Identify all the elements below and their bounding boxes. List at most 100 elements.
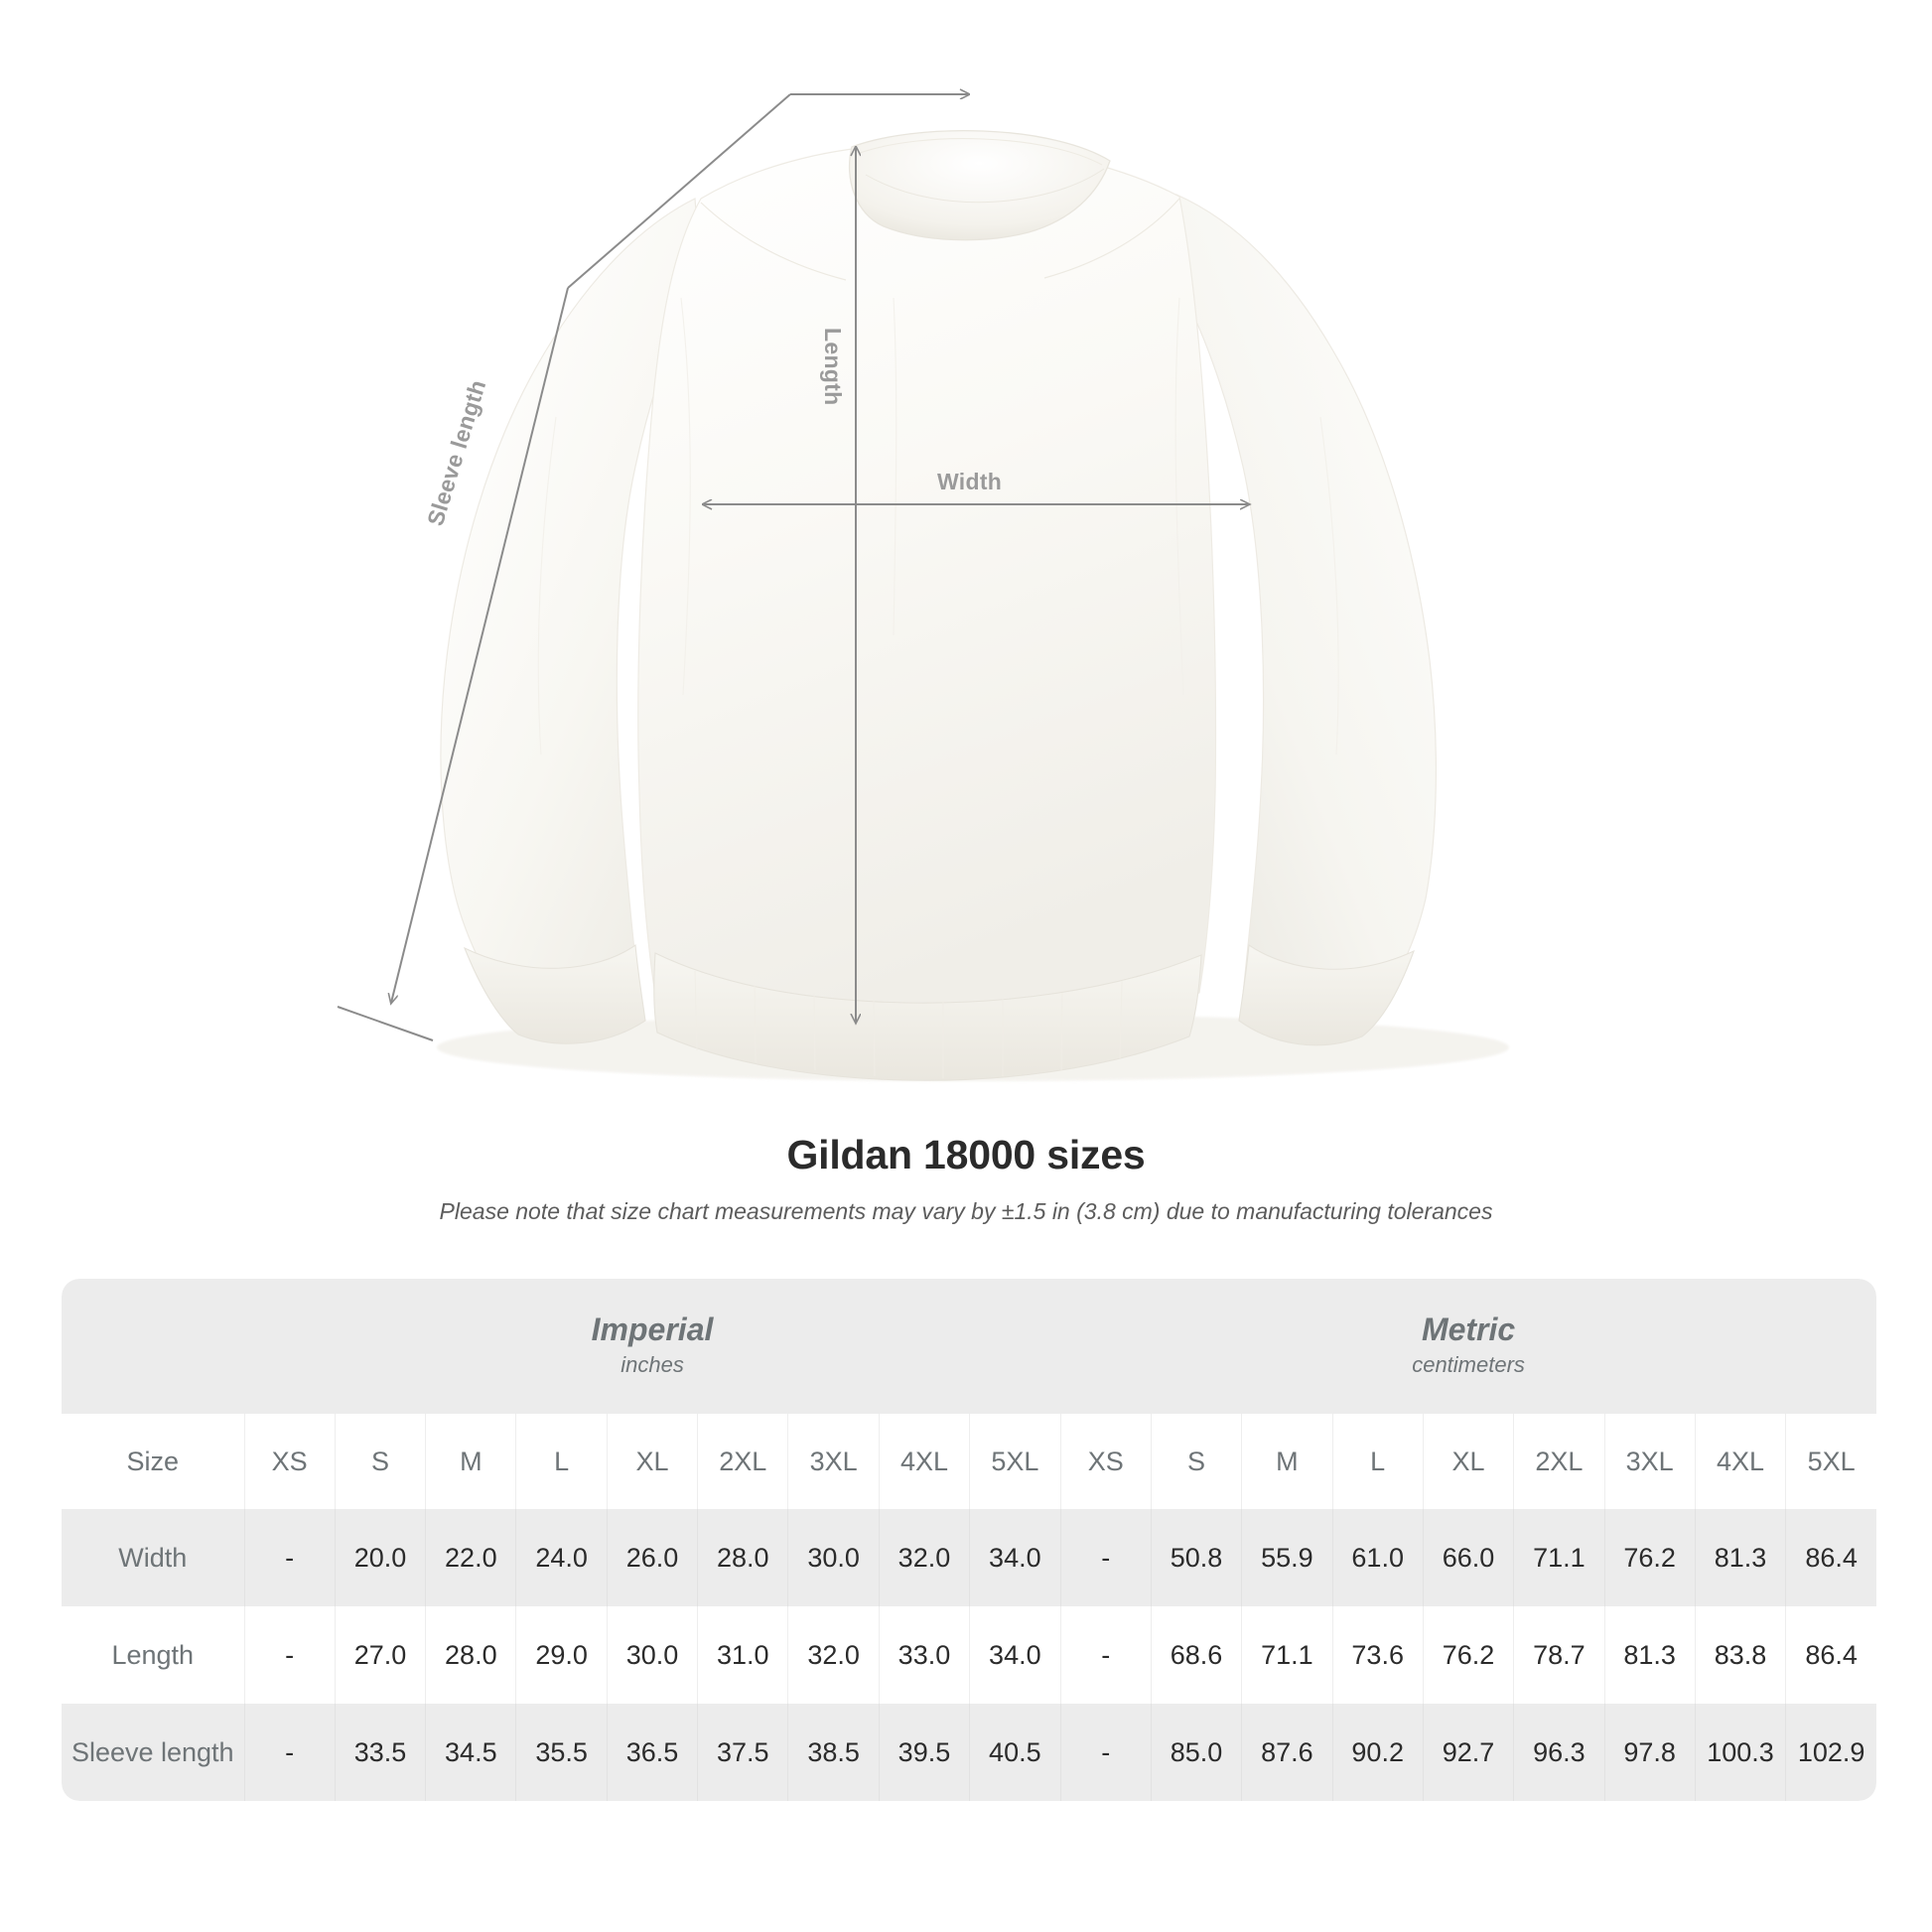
bottom-hem	[653, 952, 1202, 1081]
cell-sleeve-imperial: 34.5	[425, 1704, 516, 1801]
unit-imperial-name: Imperial	[591, 1311, 714, 1348]
garment-illustration: Length Width Sleeve length	[337, 0, 1509, 1081]
cell-width-imperial: 28.0	[697, 1509, 788, 1606]
sweatshirt-diagram	[337, 0, 1509, 1081]
cell-sleeve-imperial: 38.5	[787, 1704, 880, 1801]
size-header-cell: 4XL	[1694, 1414, 1786, 1509]
cell-length-imperial: 28.0	[425, 1606, 516, 1704]
size-header-cell: L	[1331, 1414, 1424, 1509]
size-header-cell: S	[334, 1414, 426, 1509]
collar	[848, 130, 1111, 241]
row-label-sleeve-length: Sleeve length	[62, 1704, 244, 1801]
table-row: Width - 20.0 22.0 24.0 26.0 28.0 30.0 32…	[62, 1509, 1877, 1606]
cell-length-metric: 86.4	[1785, 1606, 1877, 1704]
size-header-cell: 5XL	[969, 1414, 1061, 1509]
cell-sleeve-imperial: 35.5	[515, 1704, 608, 1801]
cell-width-imperial: 22.0	[425, 1509, 516, 1606]
cell-length-metric: 83.8	[1694, 1606, 1786, 1704]
body	[637, 142, 1217, 1041]
cell-sleeve-metric: 85.0	[1150, 1704, 1242, 1801]
unit-metric-sub: centimeters	[1412, 1351, 1525, 1377]
size-chart-table-container: Imperial inches Metric centimeters Size …	[62, 1279, 1877, 1801]
cell-width-imperial: -	[243, 1509, 336, 1606]
sleeve-length-dimension	[391, 94, 969, 1003]
hem-ribbing	[694, 970, 1123, 1078]
cell-length-imperial: 32.0	[787, 1606, 880, 1704]
cell-sleeve-metric: 102.9	[1785, 1704, 1877, 1801]
size-header-cell: S	[1150, 1414, 1242, 1509]
cell-length-metric: 81.3	[1603, 1606, 1696, 1704]
size-header-cell: XS	[1059, 1414, 1152, 1509]
size-header-row: Size XS S M L XL 2XL 3XL 4XL 5XL XS S M …	[62, 1414, 1877, 1509]
fabric-folds	[537, 297, 1339, 756]
cell-length-imperial: 33.0	[878, 1606, 970, 1704]
cell-width-metric: 86.4	[1785, 1509, 1877, 1606]
cell-length-metric: -	[1059, 1606, 1152, 1704]
cell-width-metric: 71.1	[1513, 1509, 1605, 1606]
unit-band-row: Imperial inches Metric centimeters	[62, 1279, 1877, 1414]
size-header-cell: M	[1241, 1414, 1333, 1509]
unit-group-imperial: Imperial inches	[244, 1279, 1061, 1414]
cell-sleeve-imperial: 40.5	[969, 1704, 1061, 1801]
table-row: Length - 27.0 28.0 29.0 30.0 31.0 32.0 3…	[62, 1606, 1877, 1704]
cell-width-metric: 55.9	[1241, 1509, 1333, 1606]
right-cuff	[1238, 944, 1415, 1046]
cell-length-imperial: 31.0	[697, 1606, 788, 1704]
cell-width-metric: 61.0	[1331, 1509, 1424, 1606]
size-header-cell: M	[425, 1414, 516, 1509]
cell-width-imperial: 30.0	[787, 1509, 880, 1606]
cell-sleeve-imperial: 36.5	[606, 1704, 698, 1801]
cell-sleeve-metric: -	[1059, 1704, 1152, 1801]
unit-metric-name: Metric	[1421, 1311, 1516, 1348]
width-dimension-label: Width	[937, 469, 1003, 494]
cell-width-metric: 50.8	[1150, 1509, 1242, 1606]
cell-sleeve-metric: 100.3	[1694, 1704, 1786, 1801]
cell-length-imperial: -	[243, 1606, 336, 1704]
unit-imperial-sub: inches	[621, 1351, 684, 1377]
cell-length-metric: 73.6	[1331, 1606, 1424, 1704]
cell-width-metric: 66.0	[1422, 1509, 1514, 1606]
size-header-cell: 2XL	[697, 1414, 788, 1509]
table-row: Sleeve length - 33.5 34.5 35.5 36.5 37.5…	[62, 1704, 1877, 1801]
cell-sleeve-metric: 97.8	[1603, 1704, 1696, 1801]
row-label-length: Length	[62, 1606, 244, 1704]
cell-width-metric: -	[1059, 1509, 1152, 1606]
cell-length-imperial: 34.0	[969, 1606, 1061, 1704]
size-header-cell: 3XL	[1603, 1414, 1696, 1509]
cell-width-imperial: 24.0	[515, 1509, 608, 1606]
cell-sleeve-metric: 96.3	[1513, 1704, 1605, 1801]
cell-sleeve-metric: 87.6	[1241, 1704, 1333, 1801]
cell-width-imperial: 32.0	[878, 1509, 970, 1606]
cell-sleeve-metric: 90.2	[1331, 1704, 1424, 1801]
cell-length-metric: 68.6	[1150, 1606, 1242, 1704]
size-header-cell: XS	[243, 1414, 336, 1509]
cell-sleeve-imperial: 33.5	[334, 1704, 426, 1801]
cell-sleeve-imperial: 37.5	[697, 1704, 788, 1801]
cell-width-metric: 76.2	[1603, 1509, 1696, 1606]
size-header-cell: 4XL	[878, 1414, 970, 1509]
cell-length-imperial: 27.0	[334, 1606, 426, 1704]
unit-band-spacer	[62, 1279, 244, 1414]
size-header-cell: L	[515, 1414, 608, 1509]
size-header-label: Size	[62, 1414, 244, 1509]
cell-sleeve-metric: 92.7	[1422, 1704, 1514, 1801]
length-dimension-label: Length	[820, 328, 846, 406]
cell-width-imperial: 20.0	[334, 1509, 426, 1606]
size-header-cell: 2XL	[1513, 1414, 1605, 1509]
left-cuff	[463, 944, 646, 1044]
cell-length-imperial: 30.0	[606, 1606, 698, 1704]
cell-sleeve-imperial: -	[243, 1704, 336, 1801]
right-shoulder-seam	[1043, 198, 1180, 279]
row-label-width: Width	[62, 1509, 244, 1606]
cell-length-metric: 78.7	[1513, 1606, 1605, 1704]
size-header-cell: XL	[1422, 1414, 1514, 1509]
sleeve-end-tick	[337, 1006, 434, 1041]
cell-length-metric: 76.2	[1422, 1606, 1514, 1704]
tolerance-note: Please note that size chart measurements…	[439, 1198, 1493, 1225]
size-header-cell: 5XL	[1785, 1414, 1877, 1509]
size-header-cell: XL	[606, 1414, 698, 1509]
cell-sleeve-imperial: 39.5	[878, 1704, 970, 1801]
collar-seam	[859, 138, 1103, 166]
collar-inner-seam	[865, 168, 1105, 204]
cell-width-imperial: 26.0	[606, 1509, 698, 1606]
